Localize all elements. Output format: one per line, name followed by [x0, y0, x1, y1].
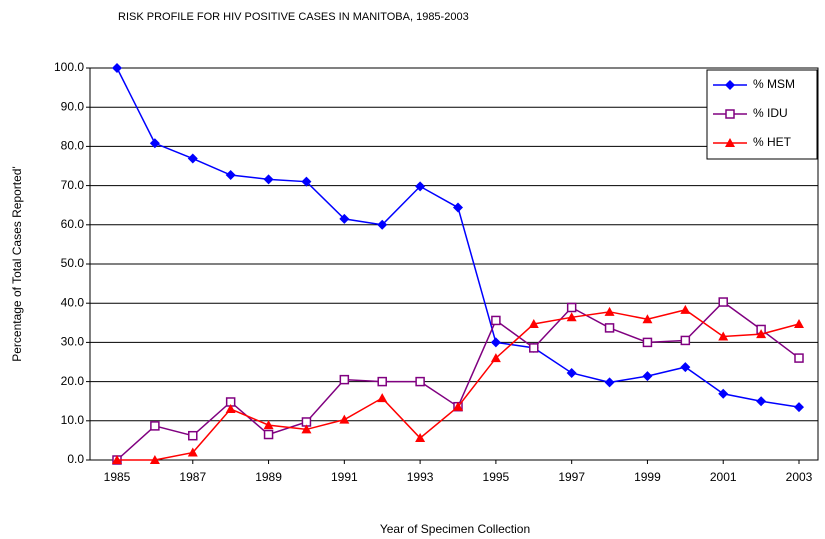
marker: [453, 202, 463, 213]
marker: [756, 396, 767, 407]
marker: [188, 430, 198, 441]
marker: [794, 402, 804, 413]
y-tick-label: 50.0: [61, 256, 85, 270]
marker: [566, 312, 577, 322]
marker: [566, 302, 577, 313]
x-tick-label: 1999: [634, 470, 661, 484]
x-tick-label: 1991: [331, 470, 358, 484]
legend-label: % HET: [753, 135, 792, 149]
marker: [187, 153, 198, 164]
chart-title: RISK PROFILE FOR HIV POSITIVE CASES IN M…: [118, 11, 469, 23]
y-tick-label: 20.0: [61, 374, 85, 388]
marker: [725, 138, 735, 147]
marker: [718, 388, 729, 399]
x-tick-label: 2003: [786, 470, 813, 484]
marker: [491, 315, 501, 326]
legend: % MSM % IDU % HET: [706, 69, 818, 160]
legend-label: % MSM: [753, 77, 795, 91]
y-tick-label: 100.0: [54, 60, 84, 74]
marker: [263, 429, 274, 440]
marker: [301, 424, 312, 434]
marker: [680, 335, 691, 346]
x-tick-label: 1987: [179, 470, 206, 484]
x-tick-label: 1995: [483, 470, 510, 484]
marker: [642, 337, 653, 348]
marker: [149, 455, 160, 464]
marker: [490, 353, 501, 363]
y-tick-label: 90.0: [61, 99, 85, 113]
marker: [528, 318, 539, 328]
y-tick-label: 70.0: [61, 178, 85, 192]
marker: [680, 304, 691, 314]
legend-label: % IDU: [753, 106, 788, 120]
marker: [415, 181, 426, 192]
x-axis-label: Year of Specimen Collection: [380, 522, 530, 536]
marker: [415, 376, 425, 387]
marker: [794, 318, 804, 328]
marker: [149, 138, 160, 149]
marker: [377, 219, 388, 230]
marker: [415, 433, 426, 443]
y-tick-label: 80.0: [61, 139, 85, 153]
marker: [604, 323, 615, 333]
marker: [225, 170, 236, 181]
y-tick-label: 60.0: [61, 217, 85, 231]
marker: [150, 421, 160, 431]
marker: [490, 337, 501, 348]
marker: [225, 404, 236, 414]
marker: [263, 174, 274, 185]
marker: [377, 376, 387, 387]
marker: [604, 306, 615, 316]
marker: [794, 353, 804, 363]
y-tick-label: 10.0: [61, 413, 85, 427]
marker: [718, 297, 728, 307]
x-tick-label: 1997: [558, 470, 585, 484]
marker: [725, 109, 735, 119]
marker: [339, 414, 350, 424]
x-tick-label: 2001: [710, 470, 737, 484]
marker: [642, 371, 653, 382]
marker: [642, 314, 653, 324]
marker: [377, 393, 388, 403]
marker: [604, 377, 615, 388]
marker: [301, 176, 312, 187]
marker: [718, 331, 729, 341]
y-tick-label: 30.0: [61, 335, 85, 349]
marker: [339, 374, 350, 385]
marker: [725, 80, 735, 90]
marker: [680, 362, 691, 373]
marker: [339, 213, 350, 224]
marker: [187, 447, 198, 457]
y-tick-label: 0.0: [67, 452, 84, 466]
marker: [529, 343, 539, 353]
marker: [263, 420, 274, 430]
marker: [566, 367, 577, 378]
y-tick-label: 40.0: [61, 295, 85, 309]
x-tick-label: 1993: [407, 470, 434, 484]
marker: [453, 401, 463, 411]
marker: [756, 329, 767, 339]
x-tick-label: 1989: [255, 470, 282, 484]
marker: [112, 63, 122, 73]
y-axis-label: Percentage of Total Cases Reported': [10, 166, 24, 362]
x-tick-label: 1985: [104, 470, 131, 484]
marker: [112, 455, 122, 464]
